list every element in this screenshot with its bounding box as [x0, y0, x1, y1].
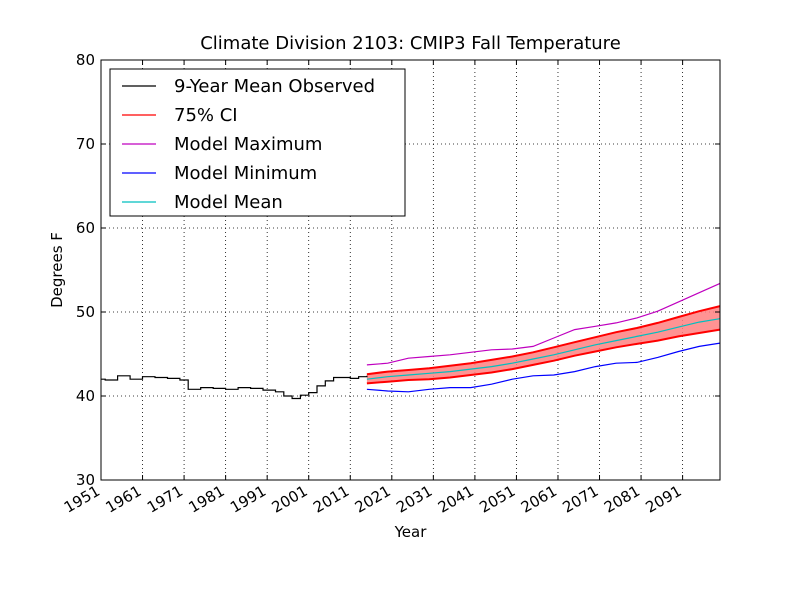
legend-box	[109, 68, 406, 217]
x-axis-title: Year	[394, 523, 428, 541]
legend-label: 9-Year Mean Observed	[174, 76, 375, 97]
chart-title: Climate Division 2103: CMIP3 Fall Temper…	[200, 33, 621, 54]
y-tick-label: 30	[76, 471, 95, 489]
data-layer	[101, 282, 721, 400]
y-tick-label: 70	[76, 135, 95, 153]
y-tick-label: 50	[76, 303, 95, 321]
series-line-model-mean	[366, 318, 721, 380]
legend-label: Model Minimum	[174, 163, 317, 184]
legend: 9-Year Mean Observed 75% CI Model Maximum M…	[109, 68, 406, 217]
ci-lower-line	[366, 328, 721, 385]
plot-frame	[100, 59, 721, 481]
y-tick-label: 40	[76, 387, 95, 405]
ci-upper-line	[366, 305, 721, 376]
legend-label: 75% CI	[174, 105, 238, 126]
y-tick-label: 80	[76, 51, 95, 69]
y-axis-title: Degrees F	[48, 232, 66, 308]
series-line-model-maximum	[366, 282, 721, 366]
legend-label: Model Mean	[174, 192, 283, 213]
y-tick-label: 60	[76, 219, 95, 237]
legend-label: Model Maximum	[174, 134, 322, 155]
series-line-model-minimum	[366, 342, 721, 393]
series-line-9-year-mean-observed	[101, 375, 368, 400]
